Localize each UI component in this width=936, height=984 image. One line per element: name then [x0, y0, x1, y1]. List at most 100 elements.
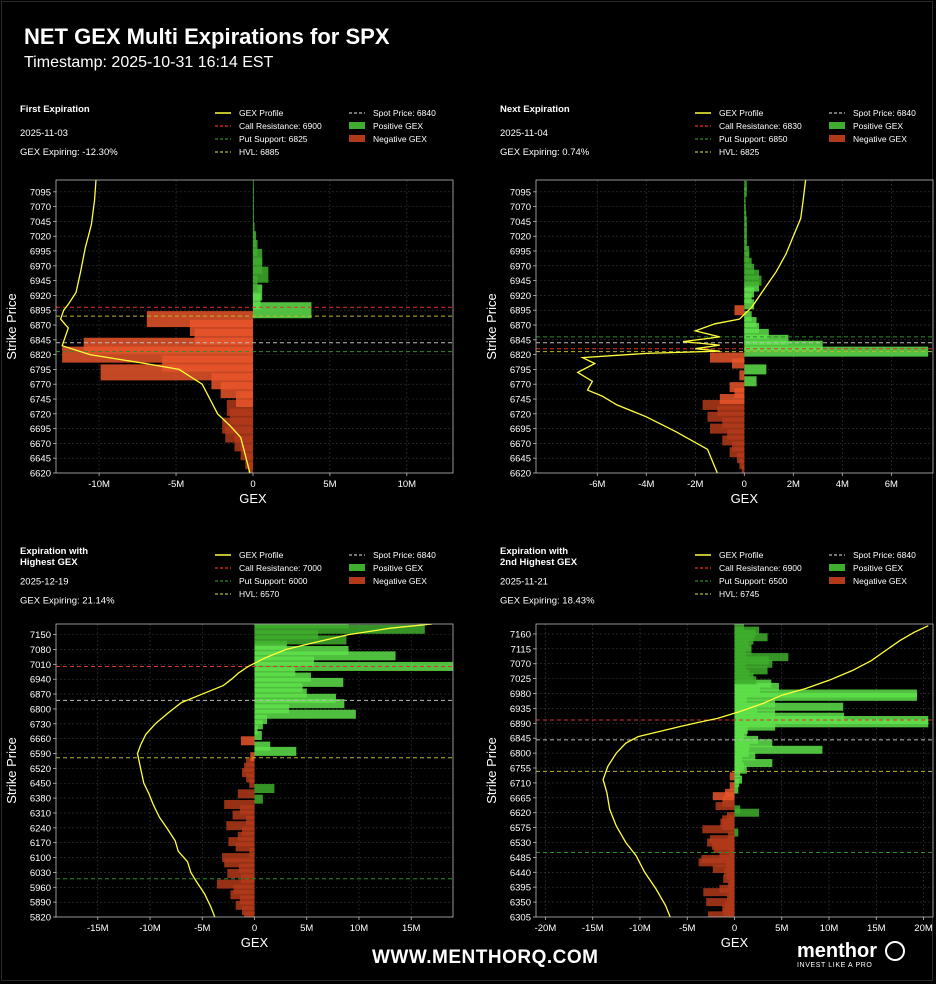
y-tick-label: 7095	[510, 187, 531, 198]
positive-gex-bar	[734, 624, 744, 632]
negative-gex-bar	[708, 911, 735, 917]
positive-gex-bar	[254, 688, 307, 698]
positive-gex-bar	[744, 269, 760, 280]
y-tick-label: 6755	[510, 764, 531, 775]
negative-gex-bar	[227, 868, 255, 878]
y-tick-label: 6310	[30, 808, 51, 819]
legend-negative-swatch	[349, 577, 365, 584]
positive-gex-bar	[734, 666, 768, 675]
y-tick-label: 6845	[510, 335, 531, 346]
page-title: NET GEX Multi Expirations for SPX	[24, 24, 390, 49]
x-tick-label: 6M	[885, 479, 898, 490]
y-tick-label: 6520	[30, 764, 51, 775]
y-tick-label: 6240	[30, 823, 51, 834]
positive-gex-bar	[252, 213, 254, 230]
positive-gex-bar	[734, 808, 760, 817]
positive-gex-bar	[252, 302, 312, 319]
x-tick-label: 5M	[300, 923, 313, 934]
y-tick-label: 5890	[30, 898, 51, 909]
legend-put-support: Put Support: 6825	[239, 134, 308, 144]
panel-heading: Next Expiration	[500, 104, 570, 115]
negative-gex-bar	[241, 906, 255, 916]
positive-gex-bar	[744, 204, 746, 215]
expiry-date: 2025-12-19	[20, 577, 69, 588]
negative-gex-bar	[222, 853, 255, 863]
y-tick-label: 6645	[30, 454, 51, 465]
negative-gex-bar	[237, 831, 255, 841]
positive-gex-bar	[744, 293, 752, 304]
y-tick-label: 6730	[30, 719, 51, 730]
x-tick-label: -6M	[589, 479, 605, 490]
y-tick-label: 6795	[510, 365, 531, 376]
y-tick-label: 7020	[510, 232, 531, 243]
legend-positive-swatch	[349, 564, 365, 571]
legend-profile: GEX Profile	[719, 550, 764, 560]
negative-gex-bar	[246, 773, 255, 783]
y-tick-label: 6660	[30, 734, 51, 745]
x-tick-label: 2M	[787, 479, 800, 490]
positive-gex-bar	[254, 725, 258, 735]
legend-hvl: HVL: 6885	[239, 147, 279, 157]
x-tick-label: -15M	[87, 923, 109, 934]
gex-expiring: GEX Expiring: 21.14%	[20, 596, 115, 607]
negative-gex-bar	[235, 900, 255, 910]
positive-gex-bar	[744, 376, 757, 387]
negative-gex-bar	[739, 459, 745, 470]
y-tick-label: 5960	[30, 883, 51, 894]
y-tick-label: 7070	[510, 659, 531, 670]
y-tick-label: 6800	[30, 704, 51, 715]
negative-gex-bar	[712, 864, 735, 873]
legend-positive-swatch	[829, 564, 845, 571]
panel-2: Next Expiration 2025-11-04 GEX Expiring: 0…	[484, 104, 934, 506]
negative-gex-bar	[717, 405, 745, 416]
negative-gex-bar	[709, 423, 745, 434]
legend-profile: GEX Profile	[719, 108, 764, 118]
legend-positive: Positive GEX	[853, 563, 903, 573]
y-tick-label: 6890	[510, 719, 531, 730]
y-axis-label: Strike Price	[484, 737, 499, 803]
legend-spot: Spot Price: 6840	[853, 550, 916, 560]
positive-gex-bar	[744, 263, 755, 274]
positive-gex-bar	[734, 785, 739, 794]
positive-gex-bar	[744, 311, 752, 322]
legend-positive-swatch	[349, 122, 365, 129]
y-tick-label: 6820	[510, 350, 531, 361]
x-tick-label: -5M	[194, 923, 210, 934]
positive-gex-bar	[744, 192, 746, 203]
negative-gex-bar	[224, 799, 255, 809]
positive-gex-bar	[252, 186, 254, 203]
y-tick-label: 6870	[510, 321, 531, 332]
y-tick-label: 6530	[510, 838, 531, 849]
y-tick-label: 6620	[30, 469, 51, 480]
y-tick-label: 6895	[30, 306, 51, 317]
y-tick-label: 6745	[510, 395, 531, 406]
positive-gex-bar	[254, 651, 396, 661]
y-tick-label: 6870	[30, 690, 51, 701]
negative-gex-bar	[246, 815, 255, 825]
legend-hvl: HVL: 6570	[239, 589, 279, 599]
positive-gex-bar	[734, 653, 789, 662]
legend-negative-swatch	[829, 135, 845, 142]
y-tick-label: 6590	[30, 749, 51, 760]
legend-put-support: Put Support: 6850	[719, 134, 788, 144]
negative-gex-bar	[732, 441, 745, 452]
positive-gex-bar	[254, 624, 425, 634]
legend-hvl: HVL: 6745	[719, 589, 759, 599]
x-tick-label: 10M	[398, 479, 417, 490]
y-tick-label: 6770	[510, 380, 531, 391]
x-tick-label: 10M	[350, 923, 369, 934]
positive-gex-bar	[254, 794, 263, 804]
y-axis-label: Strike Price	[4, 293, 19, 359]
timestamp: Timestamp: 2025-10-31 16:14 EST	[24, 54, 274, 71]
legend-negative: Negative GEX	[373, 134, 427, 144]
positive-gex-bar	[254, 672, 311, 682]
panel-heading: 2nd Highest GEX	[500, 557, 578, 568]
negative-gex-bar	[722, 435, 745, 446]
positive-gex-bar	[734, 828, 739, 837]
negative-gex-bar	[226, 821, 255, 831]
y-tick-label: 6670	[510, 439, 531, 450]
positive-gex-bar	[254, 677, 344, 687]
positive-gex-bar	[252, 293, 261, 310]
